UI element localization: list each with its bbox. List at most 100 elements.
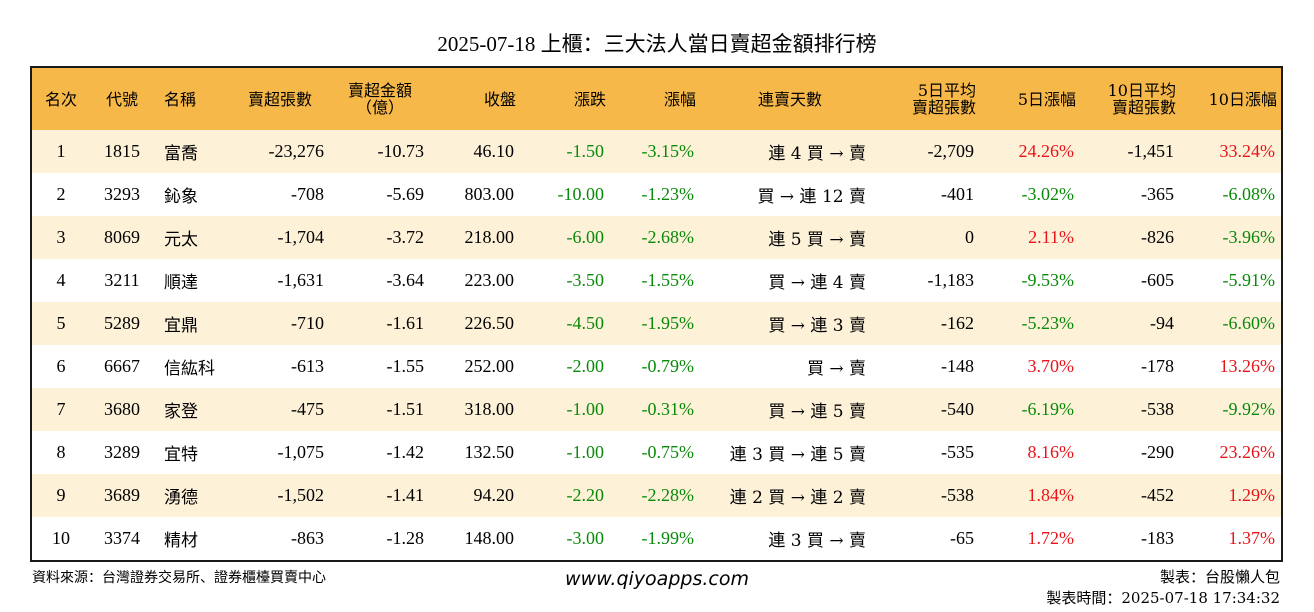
cell-pct10: -6.08% [1222, 184, 1276, 204]
cell-avg5: -535 [941, 442, 974, 462]
header-sell-streak: 連賣天數 [700, 68, 880, 130]
cell-name: 精材 [164, 531, 198, 551]
cell-avg10: -826 [1141, 227, 1174, 247]
table-row: 6 6667 信紘科 -613 -1.55 252.00 -2.00 -0.79% 買 → 賣 -… [32, 345, 1281, 388]
cell-rank: 2 [56, 184, 66, 204]
header-sublabel: 賣超張數 [1111, 98, 1176, 117]
cell-pct10: 13.26% [1219, 356, 1276, 376]
cell-avg5: -65 [950, 528, 974, 548]
cell-avg5: -538 [941, 485, 974, 505]
cell-avg10: -94 [1150, 313, 1174, 333]
cell-close: 94.20 [473, 485, 515, 505]
table-row: 5 5289 宜鼎 -710 -1.61 226.50 -4.50 -1.95% 買 → 連 3… [32, 302, 1281, 345]
cell-streak: 連 3 買 → 賣 [768, 531, 866, 551]
cell-change: -1.00 [566, 399, 605, 419]
cell-pct5: -5.23% [1021, 313, 1075, 333]
table-row: 2 3293 鈊象 -708 -5.69 803.00 -10.00 -1.23% 買 → 連 … [32, 173, 1281, 216]
cell-code: 3689 [104, 485, 140, 505]
cell-rank: 3 [56, 227, 66, 247]
cell-rank: 9 [56, 485, 66, 505]
cell-code: 3293 [104, 184, 140, 204]
cell-rank: 10 [52, 528, 70, 548]
cell-streak: 買 → 連 4 賣 [768, 273, 866, 293]
cell-amount: -1.28 [386, 528, 425, 548]
cell-name: 信紘科 [164, 359, 215, 379]
cell-pct5: 1.84% [1027, 485, 1075, 505]
cell-shares: -1,631 [277, 270, 325, 290]
cell-shares: -863 [291, 528, 324, 548]
table-row: 9 3689 湧德 -1,502 -1.41 94.20 -2.20 -2.28% 連 2 買 … [32, 474, 1281, 517]
header-label: 10日平均 [1107, 81, 1176, 100]
cell-avg5: -148 [941, 356, 974, 376]
cell-avg10: -365 [1141, 184, 1174, 204]
header-label: 5日平均 [917, 81, 976, 100]
cell-change: -2.00 [566, 356, 605, 376]
table-row: 4 3211 順達 -1,631 -3.64 223.00 -3.50 -1.55% 買 → 連… [32, 259, 1281, 302]
cell-shares: -1,075 [277, 442, 325, 462]
cell-change: -3.00 [566, 528, 605, 548]
cell-name: 鈊象 [164, 187, 198, 207]
cell-amount: -1.61 [386, 313, 425, 333]
cell-pct5: 8.16% [1027, 442, 1075, 462]
cell-pct5: -6.19% [1021, 399, 1075, 419]
header-label: 10日漲幅 [1208, 89, 1277, 109]
cell-close: 252.00 [464, 356, 515, 376]
cell-name: 順達 [164, 273, 198, 293]
maker-info: 製表：台股懶人包 製表時間：2025-07-18 17:34:32 [1046, 567, 1280, 609]
header-label: 賣超金額 [347, 81, 412, 100]
cell-avg10: -290 [1141, 442, 1174, 462]
table-row: 1 1815 富喬 -23,276 -10.73 46.10 -1.50 -3.15% 連 4 … [32, 130, 1281, 173]
cell-pct10: 23.26% [1219, 442, 1276, 462]
header-pct10: 10日漲幅 [1180, 68, 1281, 130]
cell-amount: -5.69 [386, 184, 425, 204]
cell-rank: 1 [56, 141, 66, 161]
cell-shares: -710 [291, 313, 324, 333]
cell-pct: -2.28% [641, 485, 695, 505]
ranking-table: 名次 代號 名稱 賣超張數 賣超金額 （億） 收盤 漲跌 漲幅 連賣天數 5日平均 賣超張數 5日漲幅 1… [32, 68, 1281, 560]
cell-rank: 8 [56, 442, 66, 462]
cell-pct10: -9.92% [1222, 399, 1276, 419]
header-label: 連賣天數 [757, 89, 822, 109]
cell-pct5: -9.53% [1021, 270, 1075, 290]
cell-close: 223.00 [464, 270, 515, 290]
cell-amount: -1.51 [386, 399, 425, 419]
cell-pct10: 1.37% [1228, 528, 1276, 548]
cell-change: -4.50 [566, 313, 605, 333]
cell-amount: -1.41 [386, 485, 425, 505]
cell-name: 宜鼎 [164, 316, 198, 336]
cell-streak: 連 2 買 → 連 2 賣 [729, 488, 866, 508]
table-row: 3 8069 元太 -1,704 -3.72 218.00 -6.00 -2.68% 連 5 買… [32, 216, 1281, 259]
cell-pct5: 1.72% [1027, 528, 1075, 548]
ranking-table-container: 名次 代號 名稱 賣超張數 賣超金額 （億） 收盤 漲跌 漲幅 連賣天數 5日平均 賣超張數 5日漲幅 1… [30, 66, 1283, 562]
cell-code: 3211 [104, 270, 140, 290]
header-sublabel: （億） [355, 98, 404, 117]
cell-streak: 買 → 連 3 賣 [768, 316, 866, 336]
cell-pct10: 1.29% [1228, 485, 1276, 505]
cell-code: 6667 [104, 356, 140, 376]
header-change: 漲跌 [520, 68, 610, 130]
cell-close: 46.10 [473, 141, 515, 161]
cell-pct10: -6.60% [1222, 313, 1276, 333]
maker-label: 製表：台股懶人包 [1159, 568, 1280, 586]
cell-close: 218.00 [464, 227, 515, 247]
cell-name: 湧德 [164, 488, 198, 508]
header-label: 漲跌 [573, 89, 606, 109]
table-body: 1 1815 富喬 -23,276 -10.73 46.10 -1.50 -3.15% 連 4 … [32, 130, 1281, 560]
cell-shares: -475 [291, 399, 324, 419]
cell-rank: 4 [56, 270, 66, 290]
website-link[interactable]: www.qiyoapps.com [565, 568, 749, 590]
page-title: 2025-07-18 上櫃：三大法人當日賣超金額排行榜 [437, 32, 877, 56]
cell-change: -6.00 [566, 227, 605, 247]
cell-amount: -10.73 [377, 141, 425, 161]
cell-avg5: -1,183 [927, 270, 975, 290]
cell-pct: -2.68% [641, 227, 695, 247]
cell-rank: 6 [56, 356, 66, 376]
cell-streak: 買 → 連 5 賣 [768, 402, 866, 422]
cell-avg10: -538 [1141, 399, 1174, 419]
cell-code: 5289 [104, 313, 140, 333]
header-label: 名稱 [164, 89, 197, 109]
header-name: 名稱 [154, 68, 230, 130]
cell-code: 3289 [104, 442, 140, 462]
cell-close: 803.00 [464, 184, 515, 204]
cell-rank: 7 [56, 399, 66, 419]
